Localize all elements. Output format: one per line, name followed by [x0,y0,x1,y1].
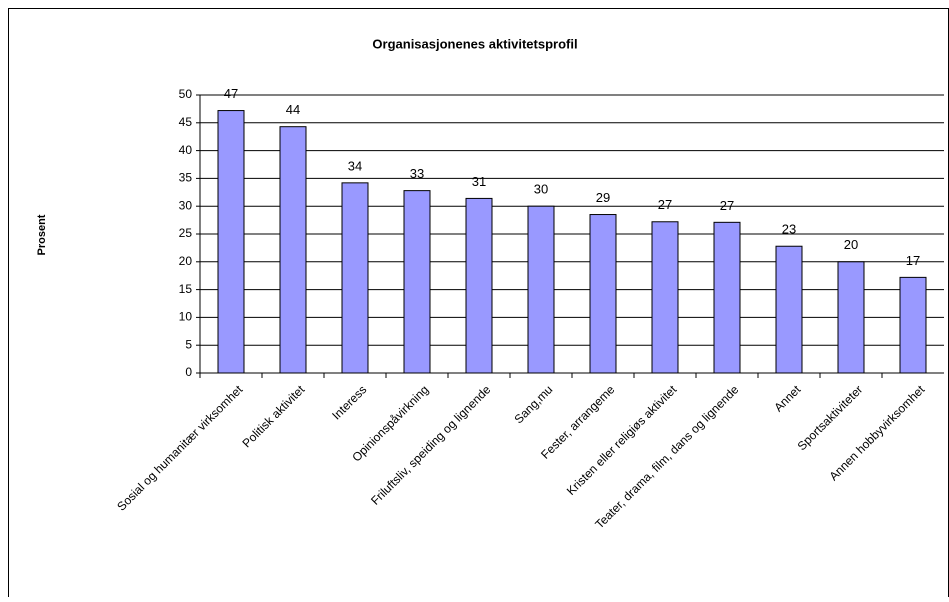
value-label: 27 [658,197,672,212]
chart-title: Organisasjonenes aktivitetsprofil [372,36,577,51]
y-tick-label: 15 [179,282,193,296]
y-tick-label: 45 [179,115,193,129]
y-axis-label: Prosent [36,214,48,255]
bar [651,221,679,374]
value-label: 29 [596,190,610,205]
value-label: 31 [472,174,486,189]
value-label: 20 [844,237,858,252]
bar [899,276,927,374]
value-label: 30 [534,182,548,197]
bar [217,110,245,374]
y-tick-label: 35 [179,171,193,185]
value-label: 44 [286,102,300,117]
y-tick-label: 25 [179,226,193,240]
y-tick-label: 0 [185,365,192,379]
bar [713,221,741,374]
bar [341,182,369,374]
bar [465,197,493,374]
value-label: 17 [906,253,920,268]
bar [403,190,431,374]
value-label: 34 [348,158,362,173]
y-tick-label: 50 [179,87,193,101]
value-label: 33 [410,166,424,181]
bar [589,214,617,374]
y-tick-label: 30 [179,198,193,212]
y-tick-label: 10 [179,310,193,324]
y-tick-label: 20 [179,254,193,268]
y-tick-label: 5 [185,337,192,351]
value-label: 47 [224,86,238,101]
value-label: 23 [782,222,796,237]
y-tick-label: 40 [179,143,193,157]
value-label: 27 [720,198,734,213]
bar [837,261,865,374]
bar [527,205,555,374]
bar [775,245,803,374]
bar [279,126,307,374]
